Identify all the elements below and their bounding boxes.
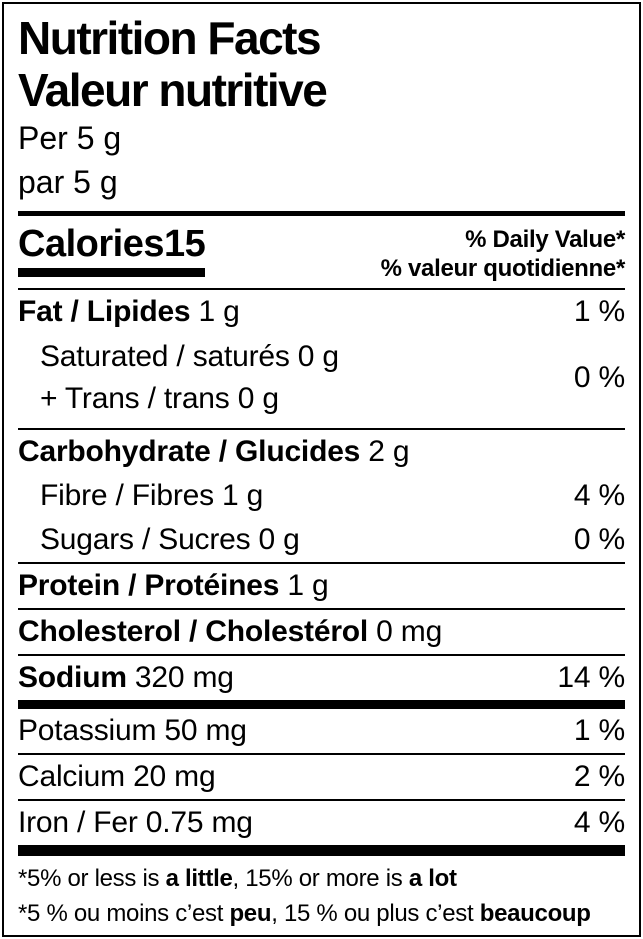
sodium-label: Sodium 320 mg <box>18 661 234 694</box>
sugars-label: Sugars / Sucres 0 g <box>40 523 300 556</box>
saturated-trans-daily-value: 0 % <box>573 361 625 394</box>
fat-label: Fat / Lipides 1 g <box>18 295 240 328</box>
nutrient-row-protein: Protein / Protéines 1 g <box>18 564 625 608</box>
sodium-daily-value: 14 % <box>557 661 625 694</box>
nutrient-row-sugars: Sugars / Sucres 0 g 0 % <box>18 518 625 562</box>
saturated-label: Saturated / saturés 0 g <box>40 340 339 373</box>
divider-hairline <box>18 753 625 755</box>
nutrient-row-cholesterol: Cholesterol / Cholestérol 0 mg <box>18 610 625 654</box>
divider-hairline <box>18 428 625 430</box>
footnote-en: *5% or less is a little, 15% or more is … <box>18 865 457 892</box>
iron-label: Iron / Fer 0.75 mg <box>18 806 253 839</box>
divider-hairline <box>18 799 625 801</box>
serving-size-fr: par 5 g <box>18 164 118 200</box>
title-fr: Valeur nutritive <box>18 64 328 116</box>
divider-hairline <box>18 654 625 656</box>
divider-thick-top <box>18 211 625 216</box>
fat-daily-value: 1 % <box>573 295 625 328</box>
sugars-daily-value: 0 % <box>573 523 625 556</box>
saturated-trans-labels: Saturated / saturés 0 g + Trans / trans … <box>18 336 339 420</box>
divider-hairline <box>18 608 625 610</box>
calcium-daily-value: 2 % <box>573 760 625 793</box>
calcium-label: Calcium 20 mg <box>18 760 216 793</box>
daily-value-heading: % Daily Value* % valeur quotidienne* <box>380 223 626 283</box>
cholesterol-label: Cholesterol / Cholestérol 0 mg <box>18 615 443 648</box>
title-en: Nutrition Facts <box>18 12 322 64</box>
carbohydrate-label: Carbohydrate / Glucides 2 g <box>18 435 410 468</box>
trans-label: + Trans / trans 0 g <box>40 382 279 415</box>
nutrient-row-fibre: Fibre / Fibres 1 g 4 % <box>18 474 625 518</box>
potassium-label: Potassium 50 mg <box>18 714 247 747</box>
divider-hairline <box>18 288 625 290</box>
footnotes: *5% or less is a little, 15% or more is … <box>18 861 625 931</box>
divider-hairline <box>18 562 625 564</box>
fibre-daily-value: 4 % <box>573 479 625 512</box>
nutrient-row-potassium: Potassium 50 mg 1 % <box>18 709 625 753</box>
nutrient-row-sodium: Sodium 320 mg 14 % <box>18 656 625 700</box>
fibre-label: Fibre / Fibres 1 g <box>40 479 264 512</box>
calories-amount: 15 <box>163 223 206 265</box>
calories-value: Calories15 <box>18 223 206 277</box>
calories-label: Calories <box>18 223 164 265</box>
nutrient-row-fat: Fat / Lipides 1 g 1 % <box>18 290 625 334</box>
nutrient-row-iron: Iron / Fer 0.75 mg 4 % <box>18 801 625 845</box>
nutrient-row-calcium: Calcium 20 mg 2 % <box>18 755 625 799</box>
protein-label: Protein / Protéines 1 g <box>18 569 329 602</box>
nutrient-row-carbohydrate: Carbohydrate / Glucides 2 g <box>18 430 625 474</box>
divider-thick-middle <box>18 700 625 709</box>
daily-value-heading-fr: % valeur quotidienne* <box>380 255 626 282</box>
iron-daily-value: 4 % <box>573 806 625 839</box>
daily-value-heading-en: % Daily Value* <box>465 226 625 253</box>
calories-section: Calories15 % Daily Value* % valeur quoti… <box>18 216 625 288</box>
footnote-fr: *5 % ou moins c’est peu, 15 % ou plus c’… <box>18 900 591 927</box>
serving-size-en: Per 5 g <box>18 120 122 156</box>
nutrient-row-saturated-trans: Saturated / saturés 0 g + Trans / trans … <box>18 334 625 428</box>
potassium-daily-value: 1 % <box>573 714 625 747</box>
divider-thick-bottom <box>18 845 625 856</box>
